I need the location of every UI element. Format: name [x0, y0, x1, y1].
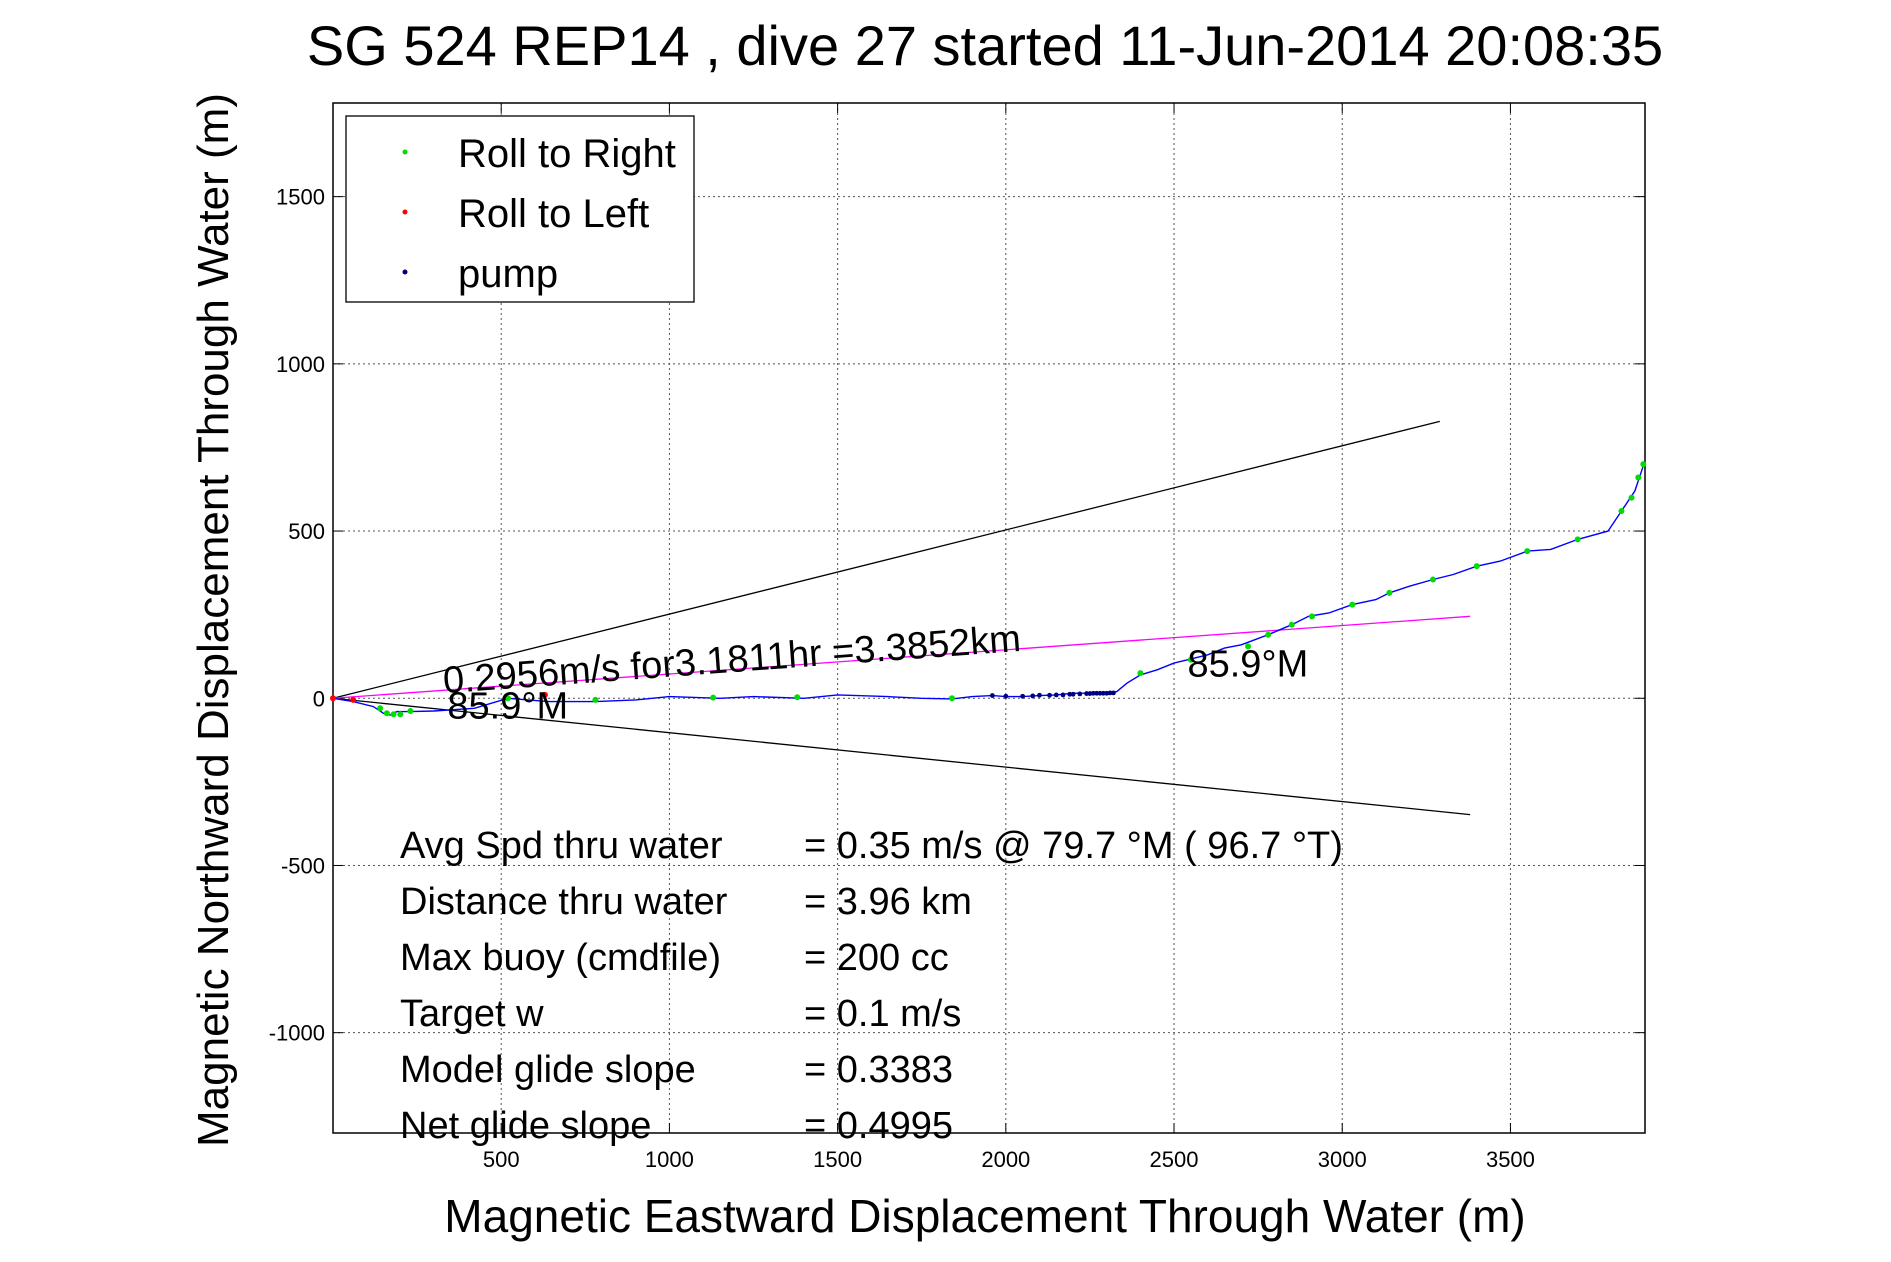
roll-to-right-point	[1628, 494, 1635, 501]
legend-marker	[402, 209, 408, 215]
stat-value: = 0.3383	[804, 1049, 953, 1091]
upper-bound	[332, 420, 1440, 699]
stat-label: Avg Spd thru water	[400, 825, 723, 867]
pump-point	[1047, 692, 1052, 698]
y-axis-label: Magnetic Northward Displacement Through …	[189, 93, 238, 1147]
pump-point	[989, 693, 995, 698]
pump-point	[1020, 693, 1026, 699]
pump-point	[1097, 690, 1103, 696]
pump-point	[1067, 691, 1073, 697]
pump-point	[1030, 693, 1036, 699]
tick-labels: 500 1000 1500 2000 2500 3000 3500 1500 1000 500 0 -…	[269, 185, 1535, 1172]
stat-label: Model glide slope	[400, 1049, 696, 1091]
stat-value: = 0.1 m/s	[804, 993, 961, 1035]
y-tick-label: 500	[288, 519, 325, 544]
plot-frame	[332, 102, 1646, 1134]
roll-to-right-point	[1640, 461, 1647, 468]
chart-title: SG 524 REP14 , dive 27 started 11-Jun-20…	[307, 14, 1663, 77]
x-axis-label: Magnetic Eastward Displacement Through W…	[444, 1190, 1525, 1242]
x-tick-label: 1500	[813, 1147, 862, 1172]
roll-to-right-point	[504, 695, 511, 702]
legend-label: Roll to Left	[458, 192, 649, 236]
x-tick-label: 2500	[1150, 1147, 1199, 1172]
stat-label: Target w	[400, 993, 544, 1035]
y-tick-label: -1000	[269, 1021, 325, 1046]
stat-row: Model glide slope = 0.3383	[400, 1049, 953, 1091]
pump-point	[1094, 690, 1100, 696]
x-tick-label: 2000	[981, 1147, 1030, 1172]
stat-value: = 200 cc	[804, 937, 949, 979]
y-tick-label: 0	[313, 686, 325, 711]
roll-to-right-point	[1618, 507, 1625, 514]
roll-to-right-point	[1245, 643, 1252, 650]
pump-point	[1084, 691, 1089, 696]
roll-to-right-point	[1349, 601, 1356, 608]
y-tick-label: -500	[281, 853, 325, 878]
roll-to-left-point	[330, 695, 336, 702]
stat-row: Net glide slope = 0.4995	[400, 1105, 953, 1147]
heading-annotation-left: 85.9°M	[447, 685, 568, 727]
legend-marker	[402, 149, 408, 155]
roll-to-right-point	[592, 696, 599, 703]
pump-point	[1003, 693, 1009, 699]
stat-row: Distance thru water = 3.96 km	[400, 881, 972, 923]
pump-point	[1070, 691, 1076, 697]
stat-value: = 0.4995	[804, 1105, 953, 1147]
roll-to-right-point	[377, 705, 384, 712]
x-tick-label: 1000	[645, 1147, 694, 1172]
roll-to-right-point	[1574, 536, 1581, 543]
roll-to-right-point	[1187, 656, 1194, 663]
grid	[333, 103, 1645, 1133]
pump-point	[1053, 692, 1059, 698]
roll-to-left-point	[541, 691, 548, 698]
x-tick-label: 500	[483, 1147, 520, 1172]
legend-label: pump	[458, 252, 558, 296]
roll-to-right-point	[1635, 474, 1642, 481]
roll-to-right-point	[1430, 576, 1437, 583]
stat-row: Avg Spd thru water = 0.35 m/s @ 79.7 °M (…	[400, 825, 1343, 867]
stat-label: Distance thru water	[400, 881, 728, 923]
stat-row: Max buoy (cmdfile) = 200 cc	[400, 937, 949, 979]
roll-to-right-point	[1524, 548, 1531, 555]
pump-point	[1090, 690, 1096, 696]
heading-annotation-right: 85.9°M	[1187, 644, 1308, 686]
roll-to-right-point	[1308, 613, 1315, 620]
roll-to-right-point	[948, 695, 955, 702]
roll-to-right-point	[710, 694, 717, 701]
pump-point	[1111, 690, 1116, 696]
roll-to-right-point	[794, 694, 801, 701]
stat-label: Net glide slope	[400, 1105, 651, 1147]
roll-to-right-point	[1386, 589, 1393, 596]
pump-point	[1060, 692, 1066, 698]
stat-value: = 0.35 m/s @ 79.7 °M ( 96.7 °T)	[804, 825, 1343, 867]
roll-to-right-point	[390, 711, 397, 718]
legend: Roll to Right Roll to Left pump	[345, 115, 695, 303]
stat-row: Target w = 0.1 m/s	[400, 993, 961, 1035]
roll-to-right-point	[383, 710, 390, 717]
y-tick-label: 1000	[276, 352, 325, 377]
roll-to-right-point	[407, 707, 414, 714]
legend-label: Roll to Right	[458, 132, 676, 176]
roll-to-right-point	[397, 711, 404, 718]
x-tick-label: 3000	[1318, 1147, 1367, 1172]
stat-label: Max buoy (cmdfile)	[400, 937, 721, 979]
roll-to-left-point	[350, 696, 357, 703]
roll-to-right-point	[1265, 631, 1272, 638]
pump-point	[1107, 690, 1113, 696]
legend-marker	[402, 269, 408, 275]
lower-bound	[332, 697, 1471, 816]
x-tick-label: 3500	[1486, 1147, 1535, 1172]
roll-to-right-point	[1288, 621, 1295, 628]
stats-block: Avg Spd thru water = 0.35 m/s @ 79.7 °M (…	[400, 825, 1343, 1147]
data-series	[330, 460, 1647, 718]
y-tick-label: 1500	[276, 185, 325, 210]
pump-point	[1100, 690, 1106, 696]
pump-point	[1037, 692, 1042, 698]
roll-to-right-point	[1137, 670, 1144, 677]
roll-to-right-point	[1473, 563, 1480, 570]
stat-value: = 3.96 km	[804, 881, 972, 923]
pump-point	[1077, 691, 1083, 697]
